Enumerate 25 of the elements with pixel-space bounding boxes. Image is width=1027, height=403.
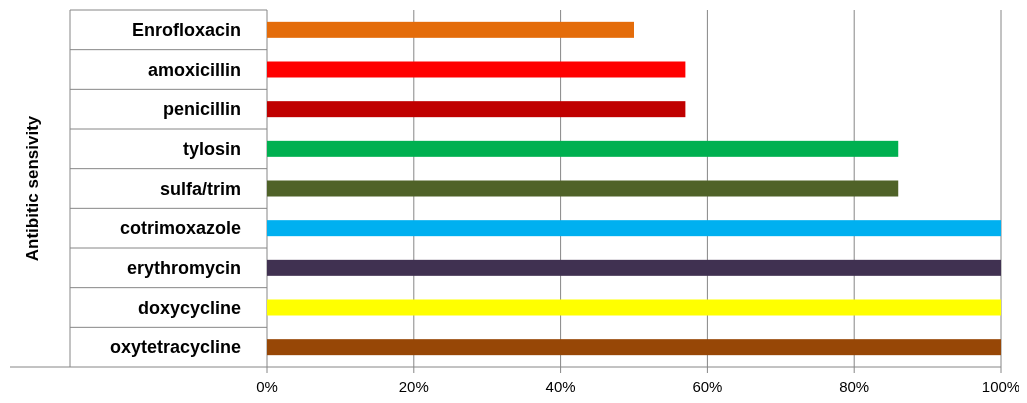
y-tick-label: doxycycline	[137, 297, 241, 318]
y-tick-label: cotrimoxazole	[119, 218, 241, 239]
bar	[267, 140, 899, 157]
y-tick-label: tylosin	[182, 138, 241, 159]
x-tick-label: 80%	[839, 378, 870, 395]
y-tick-label: oxytetracycline	[109, 337, 241, 358]
bar	[267, 339, 1001, 356]
bar	[267, 259, 1001, 276]
y-tick-label: Enrofloxacin	[131, 19, 241, 40]
y-tick-label: penicillin	[162, 99, 241, 120]
x-tick-label: 60%	[692, 378, 723, 395]
bar	[267, 180, 899, 197]
bar	[267, 61, 686, 78]
x-tick-label: 100%	[981, 378, 1021, 395]
bar	[267, 21, 634, 38]
y-tick-label: amoxicillin	[147, 59, 241, 80]
x-tick-label: 40%	[545, 378, 576, 395]
y-axis-title: Antibitic sensivity	[23, 115, 42, 262]
bar	[267, 299, 1001, 316]
y-tick-label: erythromycin	[126, 257, 241, 278]
bar	[267, 220, 1001, 237]
x-tick-label: 20%	[398, 378, 429, 395]
y-tick-label: sulfa/trim	[159, 178, 241, 199]
bar	[267, 101, 686, 118]
x-tick-label: 0%	[256, 378, 278, 395]
